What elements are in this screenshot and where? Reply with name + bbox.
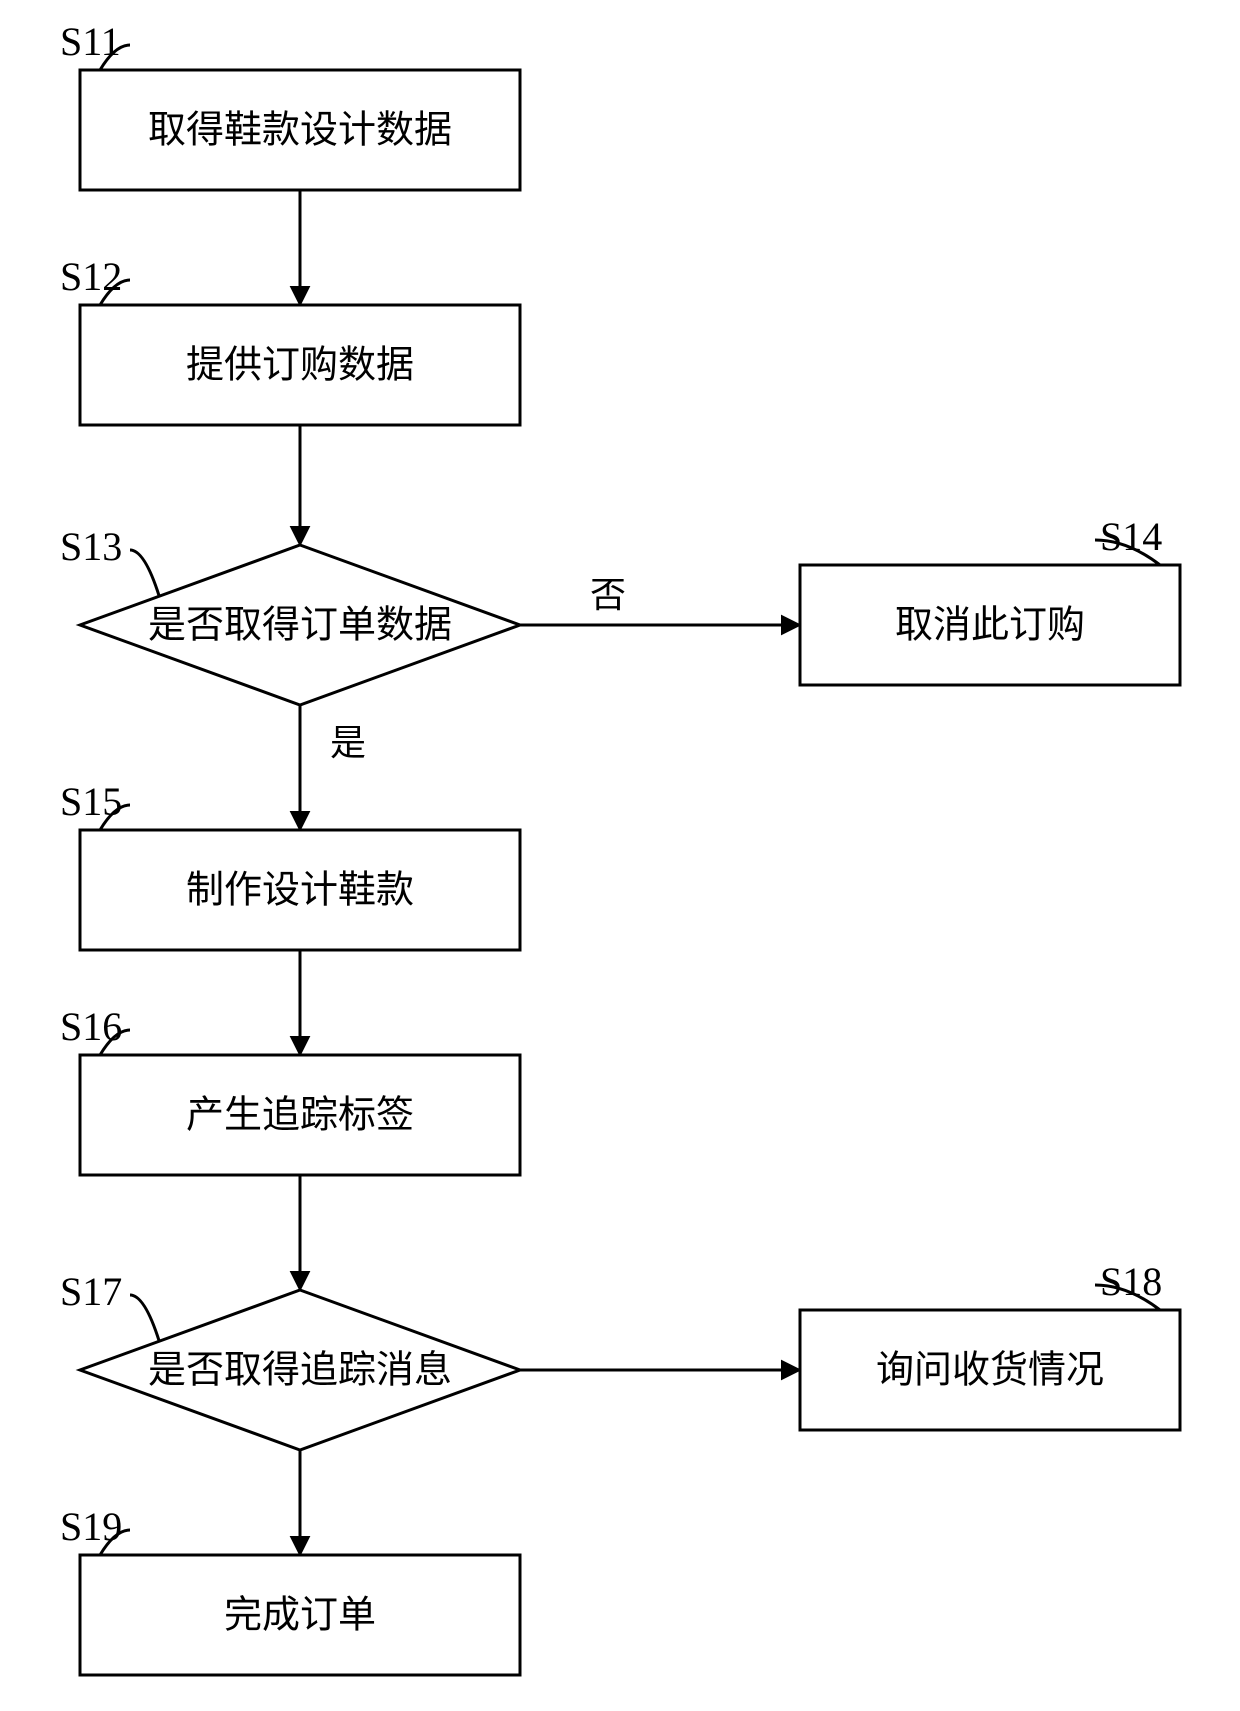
node-s12: 提供订购数据 S12	[60, 254, 520, 425]
nodes-layer: 取得鞋款设计数据 S11 提供订购数据 S12 是否取得订单数据 S13 取消此订购 S14 制…	[60, 19, 1180, 1675]
node-s15-text: 制作设计鞋款	[186, 870, 414, 912]
node-s14-tag: S14	[1100, 514, 1162, 559]
node-s16-tag: S16	[60, 1004, 122, 1049]
node-s13-tag: S13	[60, 524, 122, 569]
node-s16-text: 产生追踪标签	[186, 1095, 414, 1137]
node-s14-text: 取消此订购	[895, 605, 1085, 647]
tag-connector-s17	[130, 1295, 159, 1341]
node-s12-tag: S12	[60, 254, 122, 299]
node-s11: 取得鞋款设计数据 S11	[60, 19, 520, 190]
node-s15-tag: S15	[60, 779, 122, 824]
node-s15: 制作设计鞋款 S15	[60, 779, 520, 950]
edge-label-s13-s15: 是	[330, 723, 366, 763]
node-s17: 是否取得追踪消息 S17	[60, 1269, 520, 1450]
node-s17-tag: S17	[60, 1269, 122, 1314]
node-s11-text: 取得鞋款设计数据	[148, 110, 452, 152]
node-s13-text: 是否取得订单数据	[148, 605, 452, 647]
node-s16: 产生追踪标签 S16	[60, 1004, 520, 1175]
node-s17-text: 是否取得追踪消息	[148, 1350, 452, 1392]
tag-connector-s13	[130, 550, 159, 596]
node-s18-tag: S18	[1100, 1259, 1162, 1304]
node-s14: 取消此订购 S14	[800, 514, 1180, 685]
node-s19: 完成订单 S19	[60, 1504, 520, 1675]
edge-label-s13-s14: 否	[590, 575, 626, 615]
node-s13: 是否取得订单数据 S13	[60, 524, 520, 705]
node-s19-text: 完成订单	[224, 1595, 376, 1637]
node-s11-tag: S11	[60, 19, 121, 64]
node-s18-text: 询问收货情况	[876, 1350, 1104, 1392]
node-s18: 询问收货情况 S18	[800, 1259, 1180, 1430]
node-s12-text: 提供订购数据	[186, 345, 414, 387]
node-s19-tag: S19	[60, 1504, 122, 1549]
